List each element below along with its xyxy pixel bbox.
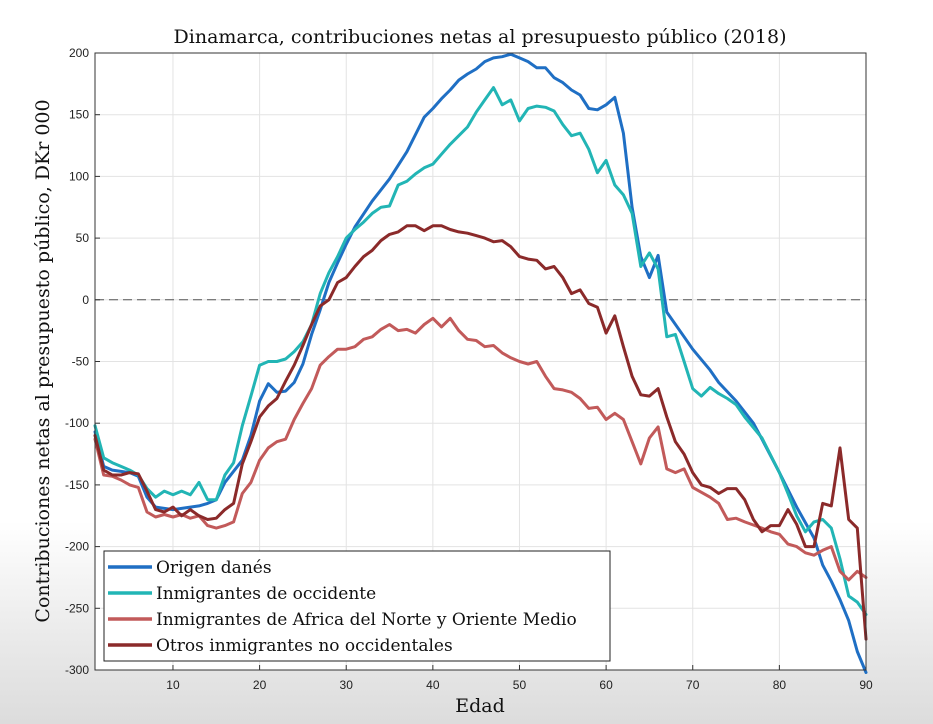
legend-label-2: Inmigrantes de occidente bbox=[156, 584, 376, 604]
x-tick-label: 50 bbox=[513, 678, 527, 692]
x-tick-label: 10 bbox=[166, 678, 180, 692]
y-tick-label: -300 bbox=[65, 663, 89, 677]
y-tick-label: 200 bbox=[69, 46, 89, 60]
x-tick-label: 20 bbox=[253, 678, 267, 692]
x-tick-label: 30 bbox=[340, 678, 354, 692]
y-tick-label: 0 bbox=[82, 293, 89, 307]
y-tick-label: -150 bbox=[65, 478, 89, 492]
x-tick-label: 60 bbox=[599, 678, 613, 692]
y-tick-label: 100 bbox=[69, 169, 89, 183]
y-tick-label: -100 bbox=[65, 416, 89, 430]
x-axis-label: Edad bbox=[455, 695, 505, 717]
y-tick-label: 150 bbox=[69, 108, 89, 122]
x-tick-label: 70 bbox=[686, 678, 700, 692]
series-line-2 bbox=[93, 86, 868, 616]
x-tick-label: 40 bbox=[426, 678, 440, 692]
x-tick-label: 90 bbox=[859, 678, 873, 692]
y-tick-label: 50 bbox=[76, 231, 90, 245]
chart-title: Dinamarca, contribuciones netas al presu… bbox=[174, 26, 787, 48]
legend: Origen danés Inmigrantes de occidente Inmi… bbox=[103, 550, 611, 662]
y-tick-label: -250 bbox=[65, 601, 89, 615]
legend-label-4: Otros inmigrantes no occidentales bbox=[156, 636, 453, 656]
series-line-1 bbox=[93, 52, 868, 674]
legend-label-3: Inmigrantes de Africa del Norte y Orient… bbox=[156, 610, 577, 630]
legend-box bbox=[103, 550, 611, 662]
legend-label-1: Origen danés bbox=[156, 558, 272, 578]
x-tick-label: 80 bbox=[773, 678, 787, 692]
y-tick-label: -50 bbox=[72, 355, 90, 369]
series-line-3 bbox=[93, 316, 868, 582]
series-line-4 bbox=[93, 224, 868, 641]
y-axis-label: Contribuciones netas al presupuesto públ… bbox=[32, 99, 54, 622]
y-tick-label: -200 bbox=[65, 540, 89, 554]
